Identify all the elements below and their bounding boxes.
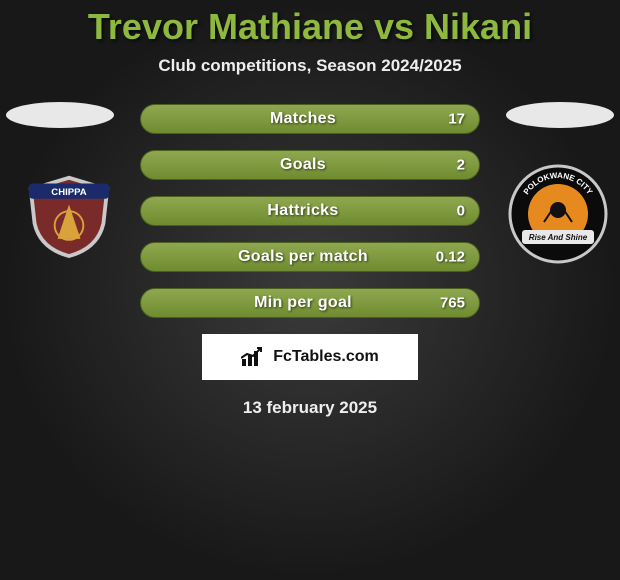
club-badge-left: CHIPPA [20,172,118,258]
stat-right-value: 0 [457,203,465,220]
stat-row-goals-per-match: Goals per match 0.12 [140,242,480,272]
stat-right-value: 2 [457,157,465,174]
player-photo-placeholder-left [6,102,114,128]
stat-label: Goals per match [141,248,465,266]
stat-label: Min per goal [141,294,465,312]
stat-right-value: 0.12 [436,249,465,266]
club-badge-right-bottom-text: Rise And Shine [529,233,588,242]
stat-right-value: 17 [448,111,465,128]
stat-row-goals: Goals 2 [140,150,480,180]
stat-right-value: 765 [440,295,465,312]
club-badge-right: POLOKWANE CITY Rise And Shine [508,164,608,264]
stat-label: Matches [141,110,465,128]
stat-row-hattricks: Hattricks 0 [140,196,480,226]
snapshot-date: 13 february 2025 [0,398,620,418]
bar-chart-icon [241,347,267,367]
club-badge-left-text: CHIPPA [51,187,86,198]
stat-label: Hattricks [141,202,465,220]
source-logo: FcTables.com [202,334,418,380]
stat-row-min-per-goal: Min per goal 765 [140,288,480,318]
page-title: Trevor Mathiane vs Nikani [0,0,620,48]
subtitle: Club competitions, Season 2024/2025 [0,56,620,76]
source-logo-text: FcTables.com [273,348,379,366]
stat-row-matches: Matches 17 [140,104,480,134]
stat-rows: Matches 17 Goals 2 Hattricks 0 Goals per… [140,102,480,318]
comparison-panel: CHIPPA POLOKWANE CITY Rise And Shine Mat… [0,102,620,418]
player-photo-placeholder-right [506,102,614,128]
stat-label: Goals [141,156,465,174]
